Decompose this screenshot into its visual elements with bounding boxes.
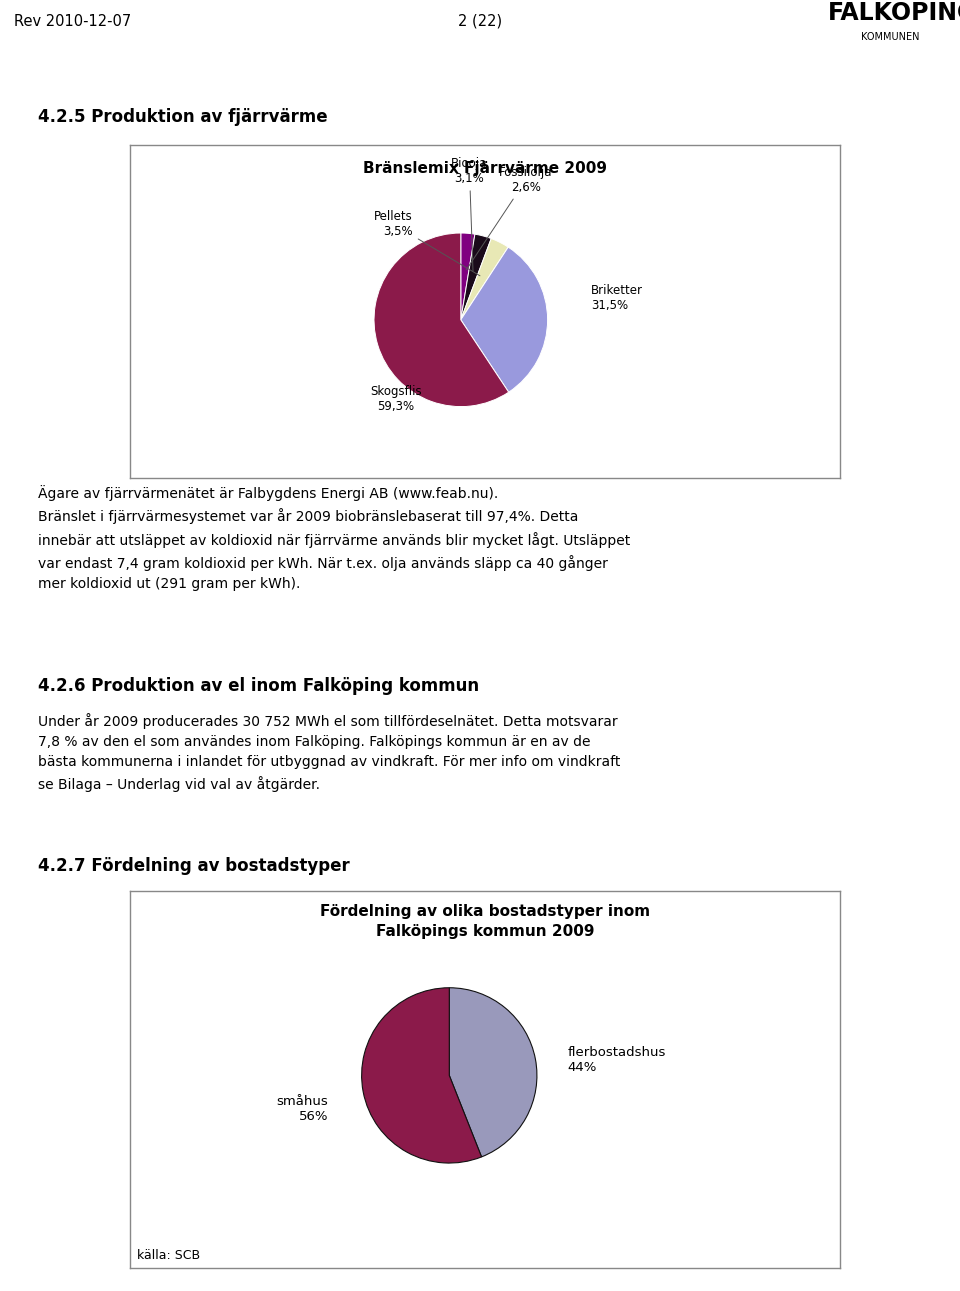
Text: 4.2.5 Produktion av fjärrvärme: 4.2.5 Produktion av fjärrvärme [38,108,328,127]
Text: 4.2.7 Fördelning av bostadstyper: 4.2.7 Fördelning av bostadstyper [38,857,350,875]
Text: KOMMUNEN: KOMMUNEN [861,32,920,43]
Text: Briketter
31,5%: Briketter 31,5% [591,284,643,312]
Wedge shape [461,234,492,320]
Text: Under år 2009 producerades 30 752 MWh el som tillfördeselnätet. Detta motsvarar
: Under år 2009 producerades 30 752 MWh el… [38,713,621,791]
Text: Bränslemix Fjärrvärme 2009: Bränslemix Fjärrvärme 2009 [363,161,607,177]
Text: källa: SCB: källa: SCB [136,1250,200,1263]
Text: Biooja
3,1%: Biooja 3,1% [451,158,488,271]
Wedge shape [461,247,547,392]
Wedge shape [449,988,537,1157]
Text: Ägare av fjärrvärmenätet är Falbygdens Energi AB (www.feab.nu).
Bränslet i fjärr: Ägare av fjärrvärmenätet är Falbygdens E… [38,485,631,591]
Text: småhus
56%: småhus 56% [276,1095,328,1123]
Wedge shape [374,232,509,407]
Text: Fossilolja
2,6%: Fossilolja 2,6% [467,167,553,270]
Wedge shape [461,232,475,320]
Text: Fördelning av olika bostadstyper inom
Falköpings kommun 2009: Fördelning av olika bostadstyper inom Fa… [320,904,650,939]
Text: Pellets
3,5%: Pellets 3,5% [374,210,480,276]
Text: Skogsflis
59,3%: Skogsflis 59,3% [370,385,421,413]
Text: 4.2.6 Produktion av el inom Falköping kommun: 4.2.6 Produktion av el inom Falköping ko… [38,676,480,695]
Text: FALKÖPING: FALKÖPING [828,1,960,26]
Wedge shape [461,239,508,320]
Text: Rev 2010-12-07: Rev 2010-12-07 [14,14,132,28]
Wedge shape [362,988,482,1163]
Text: flerbostadshus
44%: flerbostadshus 44% [567,1046,666,1074]
Text: 2 (22): 2 (22) [458,14,502,28]
